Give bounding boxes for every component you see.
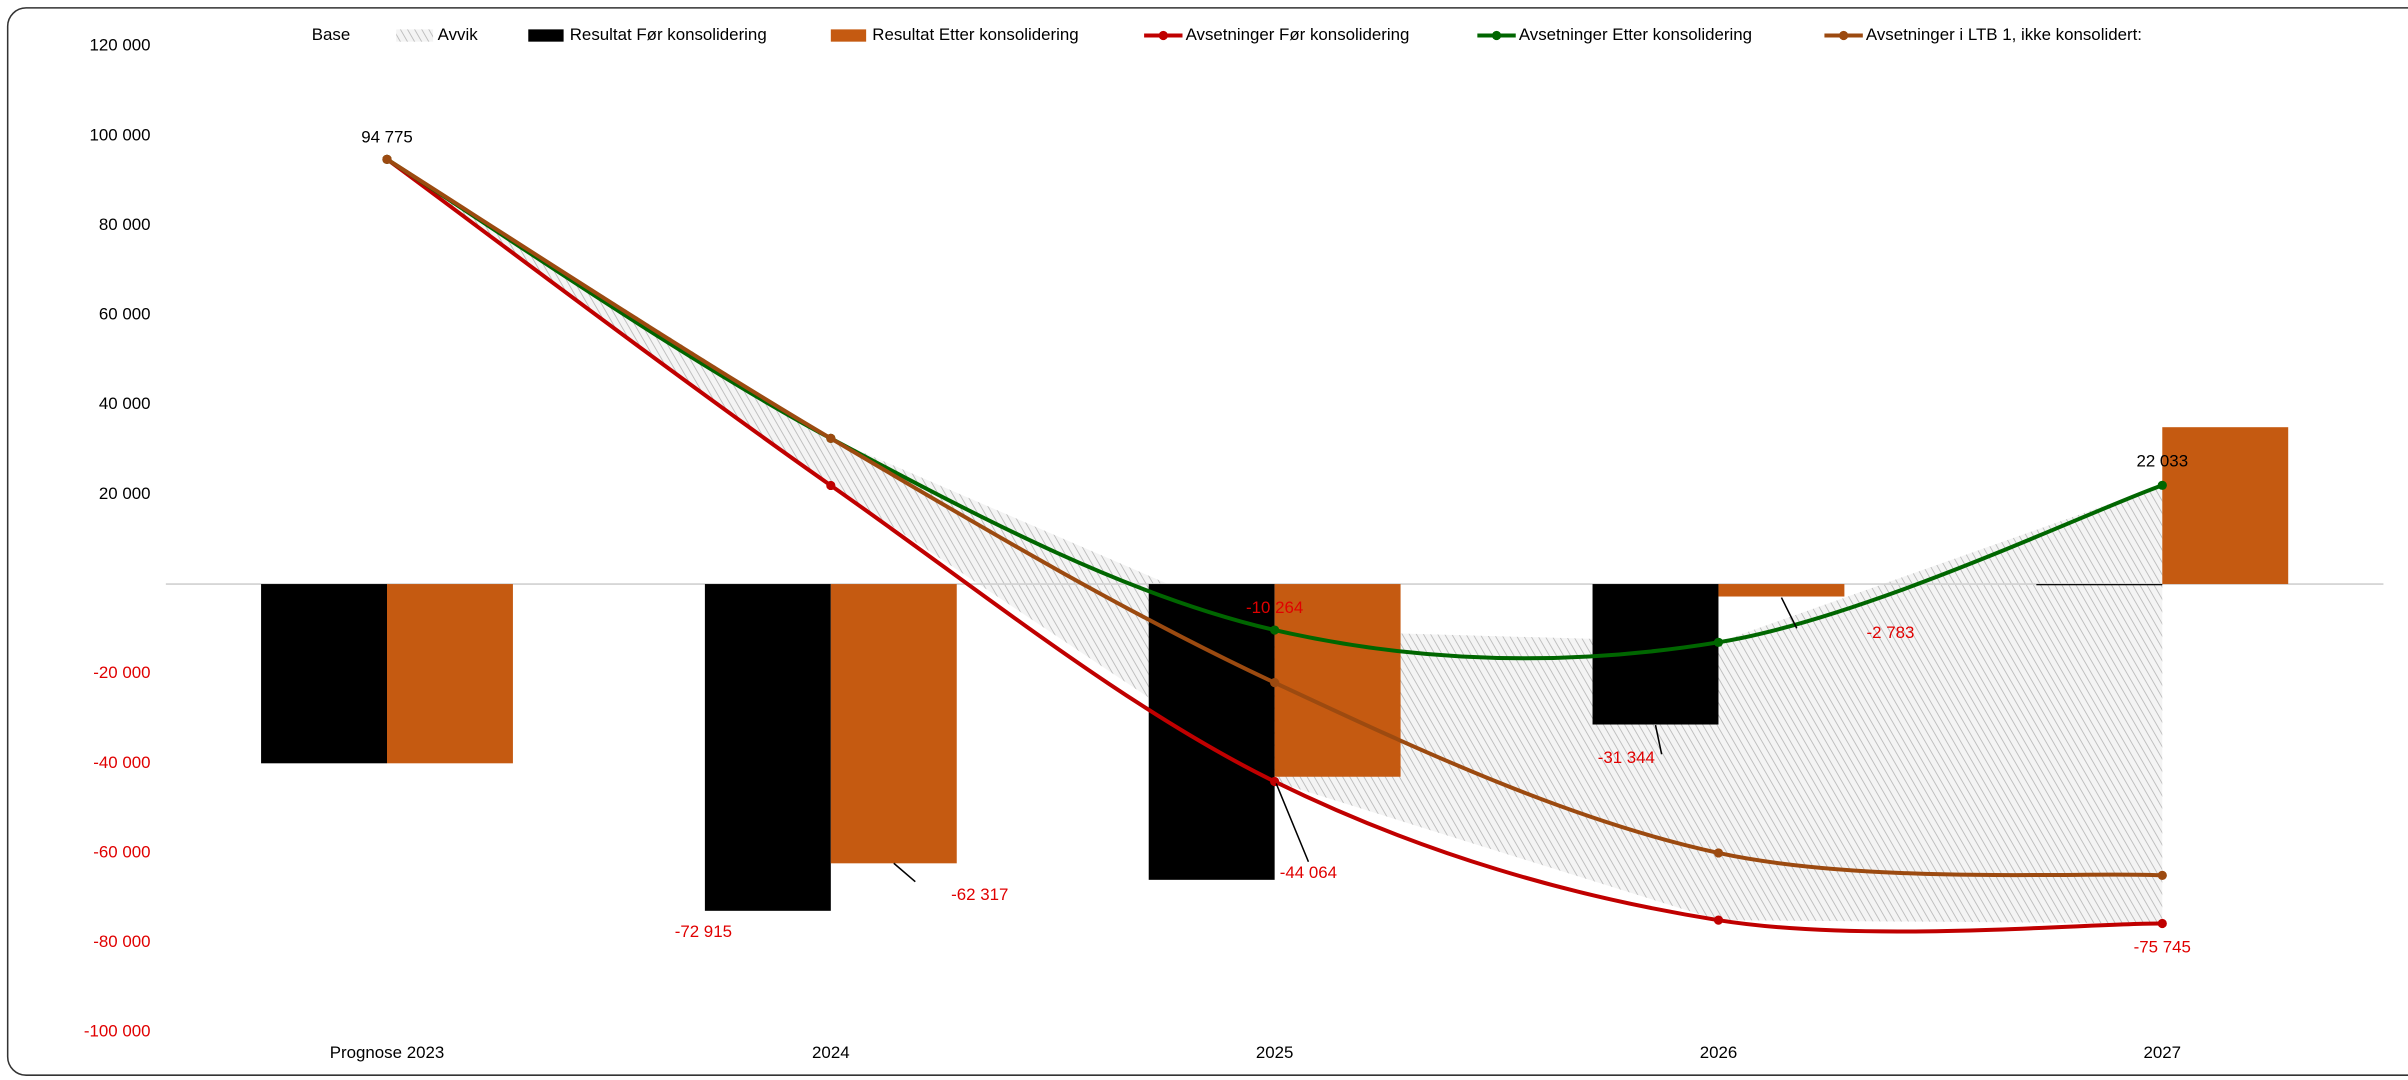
legend-swatch (396, 29, 434, 42)
data-label: -10 264 (1246, 598, 1303, 617)
label-leader (1275, 783, 1310, 863)
legend-label: Resultat Etter konsolidering (872, 25, 1078, 44)
y-tick-label: -80 000 (93, 932, 150, 951)
label-leader (893, 862, 916, 883)
line (385, 157, 2163, 934)
legend-swatch (830, 29, 867, 42)
line-point (2157, 918, 2167, 929)
y-tick-label: 60 000 (99, 305, 151, 324)
legend-swatch (528, 29, 564, 42)
label-leader (1780, 597, 1798, 629)
x-tick-label: 2027 (2144, 1043, 2182, 1062)
legend-label: Avsetninger Etter konsolidering (1519, 25, 1752, 44)
y-tick-label: -40 000 (93, 753, 150, 772)
data-label: -31 344 (1598, 748, 1655, 767)
bar (387, 584, 513, 764)
line-point (1713, 915, 1724, 925)
y-tick-label: -100 000 (84, 1022, 151, 1041)
line-point (826, 433, 836, 444)
data-label: -44 064 (1280, 863, 1337, 882)
y-tick-label: 120 000 (90, 36, 151, 55)
y-tick-label: 80 000 (99, 215, 151, 234)
x-tick-label: 2026 (1700, 1043, 1738, 1062)
line-point (382, 154, 392, 164)
bar (830, 584, 957, 864)
line-point (1270, 625, 1280, 635)
data-label: 22 033 (2136, 452, 2188, 471)
legend-label: Avvik (438, 25, 479, 44)
data-label: 94 775 (361, 127, 413, 146)
line-point (2157, 870, 2167, 880)
x-tick-label: Prognose 2023 (330, 1043, 444, 1062)
avvik-area (387, 159, 2163, 924)
bar (2162, 427, 2289, 585)
label-leader (1654, 724, 1663, 755)
bar (704, 584, 831, 911)
y-tick-label: 100 000 (90, 125, 151, 144)
line-point (1713, 848, 1724, 858)
bar (2036, 584, 2163, 586)
legend-swatch (1158, 30, 1168, 41)
legend-label: Avsetninger Før konsolidering (1186, 25, 1410, 44)
legend-label: Avsetninger i LTB 1, ikke konsolidert: (1866, 25, 2142, 44)
bar (261, 584, 387, 764)
bar (1718, 584, 1845, 597)
data-label: -2 783 (1867, 623, 1915, 642)
legend-label: Resultat Før konsolidering (570, 25, 767, 44)
line-point (826, 480, 836, 491)
line-point (2157, 480, 2167, 490)
legend-swatch (1839, 30, 1849, 41)
data-label: -75 745 (2134, 938, 2191, 957)
line-point (1713, 637, 1724, 647)
y-tick-label: -60 000 (93, 842, 150, 861)
line-point (1270, 776, 1280, 787)
y-tick-label: -20 000 (93, 663, 150, 682)
x-tick-label: 2024 (812, 1043, 850, 1062)
bar (1274, 584, 1401, 777)
data-label: -62 317 (951, 885, 1008, 904)
y-tick-label: 40 000 (99, 394, 151, 413)
data-label: -72 915 (675, 922, 732, 941)
legend-swatch (1491, 30, 1502, 41)
bar (1148, 584, 1275, 880)
y-tick-label: 20 000 (99, 484, 151, 503)
line-point (1270, 678, 1280, 688)
legend-label: Base (312, 25, 350, 44)
x-tick-label: 2025 (1256, 1043, 1294, 1062)
